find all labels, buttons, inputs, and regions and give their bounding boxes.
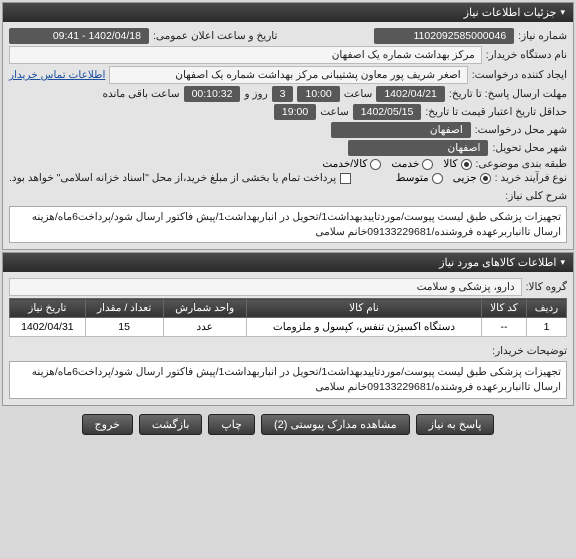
radio-icon[interactable] [422,159,433,170]
table-header-cell: واحد شمارش [163,299,246,318]
buyer-notes-textarea: تجهیزات پزشکی طبق لیست پیوست/موردتاییدبه… [9,361,567,398]
process-option[interactable]: جزیی [453,172,491,184]
buyer-notes-label: توضیحات خریدار: [492,341,567,357]
deliv-city-value: اصفهان [348,140,488,156]
buyer-dev-value: مرکز بهداشت شماره یک اصفهان [9,46,482,64]
pack-option[interactable]: کالا [443,158,471,170]
table-row[interactable]: 1--دستگاه اکسیژن تنفس، کپسول و ملزوماتعد… [10,318,567,337]
respond-button[interactable]: پاسخ به نیاز [416,414,495,435]
table-cell: -- [481,318,526,337]
items-header: ▾ اطلاعات کالاهای مورد نیاز [3,253,573,272]
attachments-button[interactable]: مشاهده مدارک پیوستی (2) [261,414,410,435]
desc-label: شرح کلی نیاز: [505,186,567,202]
deadline-hour: 10:00 [297,86,339,102]
days-value: 3 [272,86,294,102]
pack-option[interactable]: کالا/خدمت [322,158,381,170]
items-table: ردیفکد کالانام کالاواحد شمارشتعداد / مقد… [9,298,567,337]
radio-icon[interactable] [480,173,491,184]
need-no-value: 1102092585000046 [374,28,514,44]
process-option-label: متوسط [396,172,429,184]
need-no-label: شماره نیاز: [518,30,567,42]
table-header-cell: نام کالا [246,299,481,318]
table-cell: 1 [527,318,567,337]
table-cell: 1402/04/31 [10,318,86,337]
table-cell: عدد [163,318,246,337]
hour-label-2: ساعت [320,106,349,118]
table-header-cell: کد کالا [481,299,526,318]
process-label: نوع فرآیند خرید : [495,172,567,184]
cred-date: 1402/05/15 [353,104,422,120]
remain-label: ساعت باقی مانده [103,88,180,100]
table-header-cell: تعداد / مقدار [85,299,163,318]
table-header-cell: تاریخ نیاز [10,299,86,318]
req-city-label: شهر محل درخواست: [475,124,567,136]
desc-textarea: تجهیزات پزشکی طبق لیست پیوست/موردتاییدبه… [9,206,567,243]
pack-label: طبقه بندی موضوعی: [476,158,567,170]
group-label: گروه کالا: [526,281,567,293]
deadline-label: مهلت ارسال پاسخ: تا تاریخ: [449,88,567,100]
announce-label: تاریخ و ساعت اعلان عمومی: [153,30,277,42]
remain-value: 00:10:32 [184,86,241,102]
cred-label: حداقل تاریخ اعتبار قیمت تا تاریخ: [425,106,567,118]
print-button[interactable]: چاپ [208,414,255,435]
pack-option-label: کالا [443,158,457,170]
contact-link[interactable]: اطلاعات تماس خریدار [9,69,105,81]
need-info-header: ▾ جزئیات اطلاعات نیاز [3,3,573,22]
hour-label-1: ساعت [344,88,373,100]
creator-label: ایجاد کننده درخواست: [472,69,567,81]
pack-radio-group: کالا خدمت کالا/خدمت [322,158,471,170]
table-header-cell: ردیف [527,299,567,318]
table-cell: دستگاه اکسیژن تنفس، کپسول و ملزومات [246,318,481,337]
pay-note: پرداخت تمام یا بخشی از مبلغ خرید،از محل … [9,172,336,184]
need-info-title: جزئیات اطلاعات نیاز [464,6,557,19]
process-radio-group: جزیی متوسط [396,172,491,184]
creator-value: اصغر شریف پور معاون پشتیبانی مرکز بهداشت… [109,66,467,84]
deadline-date: 1402/04/21 [376,86,445,102]
radio-icon[interactable] [432,173,443,184]
group-value: دارو، پزشکی و سلامت [9,278,522,296]
pack-option-label: خدمت [391,158,419,170]
pack-option-label: کالا/خدمت [322,158,367,170]
radio-icon[interactable] [370,159,381,170]
items-panel: ▾ اطلاعات کالاهای مورد نیاز گروه کالا: د… [2,252,574,405]
back-button[interactable]: بازگشت [139,414,203,435]
days-label: روز و [244,88,267,100]
req-city-value: اصفهان [331,122,471,138]
need-info-panel: ▾ جزئیات اطلاعات نیاز شماره نیاز: 110209… [2,2,574,250]
items-title: اطلاعات کالاهای مورد نیاز [439,256,556,269]
chevron-down-icon: ▾ [560,257,565,268]
radio-icon[interactable] [461,159,472,170]
announce-value: 1402/04/18 - 09:41 [9,28,149,44]
cred-hour: 19:00 [274,104,316,120]
deliv-city-label: شهر محل تحویل: [492,142,567,154]
table-cell: 15 [85,318,163,337]
exit-button[interactable]: خروج [82,414,133,435]
buyer-dev-label: نام دستگاه خریدار: [486,49,567,61]
pack-option[interactable]: خدمت [391,158,433,170]
process-option[interactable]: متوسط [396,172,443,184]
chevron-down-icon: ▾ [560,7,565,18]
process-option-label: جزیی [453,172,477,184]
pay-checkbox[interactable] [340,173,351,184]
footer-buttons: پاسخ به نیاز مشاهده مدارک پیوستی (2) چاپ… [0,408,576,441]
